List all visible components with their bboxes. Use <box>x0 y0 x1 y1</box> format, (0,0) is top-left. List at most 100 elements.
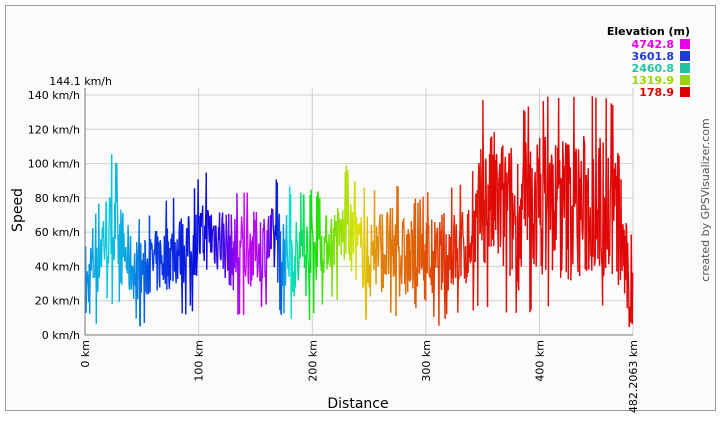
speed-trace-segment <box>458 240 461 280</box>
speed-trace-segment <box>370 224 373 252</box>
speed-trace-segment <box>546 163 549 203</box>
speed-trace-segment <box>543 139 545 178</box>
speed-trace-segment <box>484 158 487 161</box>
speed-trace-segment <box>521 177 524 210</box>
speed-trace-segment <box>508 153 511 157</box>
speed-trace-segment <box>431 254 434 293</box>
speed-trace-segment <box>187 216 190 257</box>
speed-trace-segment <box>103 249 106 260</box>
speed-trace-segment <box>306 226 309 236</box>
y-tick-label-2: 40 km/h <box>35 260 80 273</box>
speed-trace-segment <box>361 232 363 250</box>
legend-title: Elevation (m) <box>607 25 690 38</box>
speed-trace-segment <box>349 214 352 261</box>
speed-trace-segment <box>243 192 246 269</box>
legend-label-3: 1319.9 <box>632 74 674 87</box>
speed-trace-segment <box>463 265 466 279</box>
speed-trace-segment <box>593 263 596 266</box>
speed-trace-segment <box>175 257 178 284</box>
speed-trace-segment <box>627 242 629 268</box>
speed-trace-segment <box>484 158 487 264</box>
speed-trace-segment <box>296 242 299 271</box>
speed-trace-segment <box>352 226 355 254</box>
speed-trace-segment <box>303 194 306 268</box>
speed-trace-segment <box>172 198 175 247</box>
speed-trace-segment <box>120 209 123 231</box>
speed-trace-segment <box>448 234 451 240</box>
speed-trace-segment <box>631 272 634 325</box>
speed-trace-segment <box>453 215 456 234</box>
speed-trace-segment <box>555 199 558 204</box>
speed-trace-segment <box>596 208 599 219</box>
speed-trace-segment <box>588 240 590 270</box>
speed-trace-segment <box>190 253 193 272</box>
speed-trace-segment <box>405 268 407 295</box>
speed-trace-segment <box>121 219 124 285</box>
speed-trace-segment <box>220 232 223 261</box>
speed-trace-segment <box>244 268 246 271</box>
speed-trace-segment <box>497 180 500 254</box>
speed-trace-segment <box>412 225 415 277</box>
speed-trace-segment <box>311 232 314 241</box>
speed-trace-segment <box>213 225 216 261</box>
speed-trace-segment <box>382 254 385 289</box>
speed-trace-segment <box>444 268 447 319</box>
speed-trace-segment <box>207 212 210 231</box>
speed-trace-segment <box>351 211 354 227</box>
speed-trace-segment <box>541 239 544 275</box>
speed-trace-segment <box>581 227 584 240</box>
speed-trace-segment <box>498 171 500 181</box>
speed-trace-segment <box>388 224 391 238</box>
speed-trace-segment <box>150 242 153 246</box>
speed-trace-segment <box>571 205 574 220</box>
speed-trace-segment <box>279 231 282 314</box>
y-axis-label: Speed <box>10 188 26 232</box>
speed-trace-segment <box>236 193 239 226</box>
speed-trace-segment <box>482 100 485 175</box>
legend-label-4: 178.9 <box>639 86 674 99</box>
speed-trace-segment <box>576 229 579 253</box>
speed-trace-segment <box>272 209 274 228</box>
speed-trace-segment <box>496 154 498 183</box>
speed-trace-segment <box>314 242 316 249</box>
speed-trace-segment <box>510 147 513 160</box>
legend-label-1: 3601.8 <box>632 50 674 63</box>
speed-trace-segment <box>270 208 273 249</box>
speed-trace-segment <box>123 233 126 261</box>
speed-trace-segment <box>593 206 596 266</box>
speed-trace-segment <box>321 274 324 305</box>
speed-trace-segment <box>286 258 289 270</box>
speed-trace-segment <box>427 192 429 232</box>
speed-trace-segment <box>568 144 571 171</box>
speed-trace-segment <box>580 200 583 233</box>
speed-trace-segment <box>586 184 588 271</box>
speed-trace-segment <box>545 202 548 216</box>
speed-trace-segment <box>333 215 336 230</box>
x-axis-label: Distance <box>327 396 388 412</box>
speed-trace-segment <box>610 103 613 164</box>
speed-trace-segment <box>316 191 319 267</box>
speed-trace-segment <box>630 234 633 288</box>
speed-trace-segment <box>378 222 381 229</box>
speed-trace-segment <box>329 225 332 267</box>
speed-trace-segment <box>452 229 455 285</box>
speed-trace-segment <box>319 197 321 250</box>
speed-trace-segment <box>327 256 330 265</box>
speed-trace-segment <box>562 156 565 202</box>
speed-trace-segment <box>238 240 241 315</box>
speed-trace-segment <box>495 154 497 230</box>
speed-trace-segment <box>506 185 509 211</box>
speed-trace-segment <box>350 245 353 272</box>
speed-trace-segment <box>597 164 600 259</box>
speed-trace-segment <box>507 178 510 186</box>
speed-trace-segment <box>314 247 317 259</box>
speed-trace-segment <box>454 233 456 278</box>
speed-trace-segment <box>496 182 499 227</box>
speed-trace-segment <box>609 193 611 256</box>
speed-trace-segment <box>552 164 555 220</box>
speed-trace-segment <box>234 219 237 244</box>
speed-trace-segment <box>358 225 361 234</box>
speed-trace-segment <box>241 224 244 239</box>
speed-trace-segment <box>419 217 422 265</box>
speed-trace-segment <box>442 242 445 261</box>
